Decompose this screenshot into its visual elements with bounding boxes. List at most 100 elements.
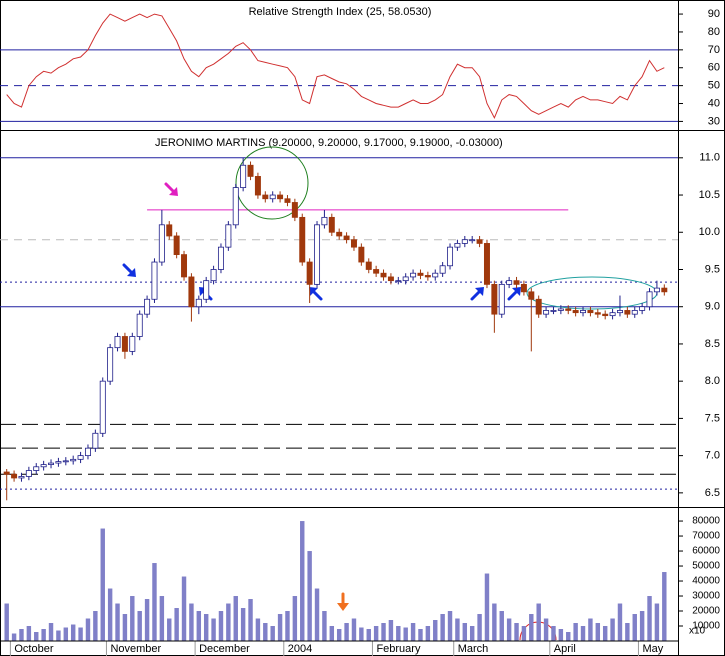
candle-body [602, 313, 609, 317]
candle-body [195, 298, 202, 308]
y-tick-label: 50000 [692, 561, 720, 572]
x-tick-label: 2004 [288, 643, 312, 655]
candle-body [565, 308, 572, 311]
candle-body [336, 231, 343, 237]
candle-body [653, 287, 660, 293]
candle-body [151, 261, 158, 300]
candle-body [520, 283, 527, 293]
x-tick-label: December [199, 643, 250, 655]
x-tick-label: March [458, 643, 489, 655]
candle-body [624, 310, 631, 315]
candle-body [240, 164, 247, 188]
volume-bar [122, 614, 128, 641]
candle-body [217, 246, 224, 270]
volume-bar [144, 599, 150, 641]
volume-bar [174, 608, 179, 641]
volume-bar [410, 623, 416, 641]
unit-label: x10 [689, 626, 706, 637]
candle-body [70, 458, 77, 462]
candle-body [158, 224, 165, 263]
volume-bar [373, 626, 379, 641]
volume-bar [300, 521, 305, 641]
candle-body [277, 194, 284, 200]
y-tick-label: 30000 [692, 591, 720, 602]
candle-body [62, 460, 69, 463]
candle-body [232, 187, 239, 226]
candle-body [535, 298, 542, 315]
volume-bar [381, 623, 386, 641]
volume-bar [189, 603, 194, 641]
volume-bar [418, 629, 423, 641]
y-tick-label: 70000 [692, 531, 720, 542]
candle-body [11, 473, 18, 479]
candle-body [306, 261, 313, 285]
arrow [122, 263, 136, 277]
candle-body [373, 269, 380, 274]
volume-bar [107, 588, 113, 641]
volume-bar [34, 632, 39, 641]
circle-annotation [235, 146, 309, 220]
volume-bar [588, 618, 593, 641]
candle-body [483, 243, 490, 285]
candle-body [55, 461, 62, 464]
y-tick-label: 10.5 [699, 189, 720, 201]
candle-body [387, 276, 394, 282]
volume-bar [617, 603, 623, 641]
candle-body [188, 276, 195, 308]
y-tick-label: 20000 [692, 606, 720, 617]
volume-bar [521, 626, 527, 641]
volume-bar [425, 626, 431, 641]
candle-body [380, 272, 387, 278]
candle-body [661, 287, 668, 293]
candle-body [343, 235, 350, 241]
candle-body [33, 466, 40, 471]
y-tick-label: 80 [708, 26, 720, 38]
candle-body [247, 164, 254, 177]
candle-body [3, 471, 10, 475]
y-tick-label: 60000 [692, 546, 720, 557]
price-title: JERONIMO MARTINS (9.20000, 9.20000, 9.17… [155, 137, 503, 149]
y-tick-label: 40000 [692, 576, 720, 587]
volume-bar [573, 623, 578, 641]
arrow [164, 182, 178, 196]
arrow [337, 592, 349, 611]
volume-bar [484, 573, 490, 641]
volume-bar [514, 623, 519, 641]
volume-bar [100, 528, 105, 641]
y-tick-label: 11.0 [699, 152, 720, 164]
volume-bar [292, 596, 298, 641]
candle-body [291, 202, 298, 218]
candle-body [417, 272, 424, 276]
y-tick-label: 9.5 [705, 263, 720, 275]
candle-body [166, 224, 173, 237]
candle-body [461, 239, 468, 244]
x-tick-label: May [642, 643, 663, 655]
volume-bar [4, 603, 9, 641]
candle-body [40, 464, 47, 468]
candle-body [402, 276, 409, 282]
y-tick-label: 70 [708, 44, 720, 56]
candle-body [395, 280, 402, 283]
x-tick-label: February [376, 643, 421, 655]
volume-bar [285, 611, 290, 641]
x-tick-label: April [554, 643, 576, 655]
volume-bar [159, 596, 165, 641]
candle-body [210, 269, 217, 282]
candle-body [557, 308, 564, 311]
volume-bar [639, 611, 645, 641]
candle-body [439, 265, 446, 274]
y-tick-label: 50 [708, 80, 720, 92]
candle-body [225, 224, 232, 248]
y-tick-label: 30 [708, 115, 720, 127]
volume-bar [462, 623, 468, 641]
volume-bar [48, 623, 54, 641]
candle-body [121, 336, 128, 352]
candle-body [18, 476, 25, 479]
candle-body [284, 198, 291, 203]
volume-bar [499, 611, 504, 641]
volume-bar [19, 629, 24, 641]
volume-bar [277, 614, 283, 641]
y-tick-label: 7.5 [705, 412, 720, 424]
candle-body [144, 298, 151, 315]
